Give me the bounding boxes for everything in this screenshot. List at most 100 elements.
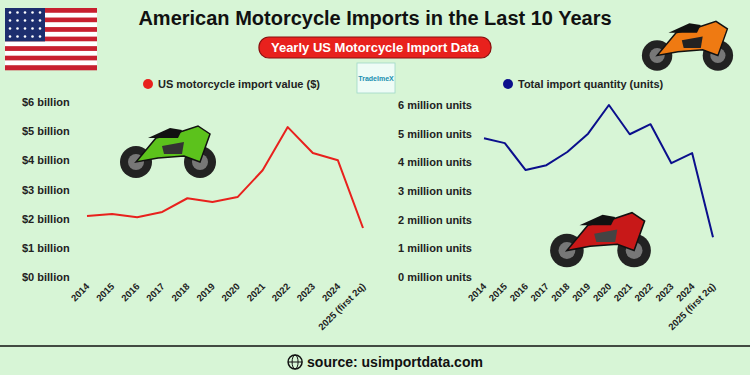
bike-body	[657, 21, 727, 55]
y-tick-label: $4 billion	[22, 154, 70, 166]
flag-star	[39, 27, 42, 30]
legend-label: US motorcycle import value ($)	[158, 78, 320, 90]
subtitle-badge: Yearly US Motorcycle Import Data	[259, 37, 491, 58]
flag-star	[24, 27, 27, 30]
x-tick-label: 2022	[632, 281, 655, 304]
x-tick-label: 2018	[169, 281, 192, 304]
flag-star	[16, 11, 19, 14]
x-tick-label: 2025 (first 2q)	[316, 281, 367, 332]
flag-star	[31, 35, 34, 38]
flag-stripe	[5, 60, 97, 65]
source: source: usimportdata.com	[307, 354, 483, 370]
motorcycle-illustration	[642, 21, 733, 70]
flag-star	[39, 19, 42, 22]
flag-star	[24, 19, 27, 22]
flag-star	[24, 11, 27, 14]
x-tick-label: 2023	[653, 281, 676, 304]
legend: US motorcycle import value ($)	[143, 78, 320, 90]
flag-star	[9, 35, 12, 38]
y-tick-label: $0 billion	[22, 271, 70, 283]
globe-outline	[288, 355, 302, 369]
plot-area	[87, 127, 363, 228]
y-tick-label: 1 million units	[398, 242, 472, 254]
chart-root: American Motorcycle Imports in the Last …	[0, 0, 750, 375]
y-tick-label: $3 billion	[22, 184, 70, 196]
flag-star	[16, 35, 19, 38]
x-tick-label: 2021	[244, 280, 267, 303]
motorcycle-illustration	[550, 213, 651, 268]
y-tick-label: $6 billion	[22, 96, 70, 108]
series-line	[484, 105, 713, 237]
flag-star	[9, 11, 12, 14]
x-tick-label: 2014	[69, 280, 92, 303]
y-tick-label: 2 million units	[398, 214, 472, 226]
bike-body	[567, 213, 645, 251]
flag-stripe	[5, 46, 97, 51]
logo: TradeImeX	[358, 75, 394, 82]
background	[0, 0, 750, 375]
flag-stripe	[5, 56, 97, 61]
bike-engine	[682, 37, 703, 48]
page: {"header": {"title": "American Motorcycl…	[0, 0, 750, 375]
logo-box	[357, 63, 395, 93]
y-tick-label: $2 billion	[22, 213, 70, 225]
flag-stripe	[5, 41, 97, 46]
flag-star	[9, 19, 12, 22]
motorcycle-illustration	[120, 126, 216, 178]
x-tick-label: 2017	[144, 281, 167, 304]
chart: $0 billion $1 billion $2 billion $3 billion…	[22, 78, 367, 332]
bike-seat	[669, 23, 701, 33]
y-tick-label: 6 million units	[398, 99, 472, 111]
flag-star	[16, 19, 19, 22]
legend: Total import quantity (units)	[503, 78, 664, 90]
x-tick-label: 2015	[94, 280, 117, 303]
x-tick-label: 2020	[219, 281, 242, 304]
x-tick-label: 2018	[549, 281, 572, 304]
flag-canton	[5, 8, 45, 41]
flag-star	[31, 11, 34, 14]
bike-seat	[148, 128, 182, 138]
x-tick-label: 2016	[507, 281, 530, 304]
x-tick-label: 2025 (first 2q)	[666, 281, 717, 332]
flag-star	[16, 27, 19, 30]
bike-seat	[580, 215, 616, 226]
flag-star	[31, 19, 34, 22]
flag-star	[31, 27, 34, 30]
x-tick-label: 2023	[295, 281, 318, 304]
y-tick-label: 5 million units	[398, 128, 472, 140]
x-tick-label: 2017	[528, 281, 551, 304]
x-tick-label: 2016	[119, 281, 142, 304]
flag-star	[9, 27, 12, 30]
flag-stripe	[5, 51, 97, 56]
x-tick-label: 2021	[611, 280, 634, 303]
divider	[0, 345, 750, 347]
subtitle-pill	[259, 37, 491, 58]
y-tick-label: 3 million units	[398, 185, 472, 197]
legend-swatch	[143, 79, 153, 89]
globe-icon	[288, 355, 302, 369]
chart: 0 million units1 million units2 million …	[398, 78, 717, 332]
flag-star	[39, 35, 42, 38]
legend-label: Total import quantity (units)	[518, 78, 664, 90]
flag-star	[39, 11, 42, 14]
bike-engine	[594, 230, 617, 243]
globe-equator	[288, 362, 302, 363]
flag-illustration	[5, 8, 97, 70]
flag-stripe	[5, 65, 97, 70]
x-tick-label: 2022	[269, 281, 292, 304]
bike-engine	[162, 142, 184, 154]
y-tick-label: $5 billion	[22, 125, 70, 137]
flag-star	[24, 35, 27, 38]
subtitle: Yearly US Motorcycle Import Data	[271, 40, 480, 55]
bike-body	[136, 126, 210, 162]
title: American Motorcycle Imports in the Last …	[138, 7, 611, 29]
x-tick-label: 2019	[194, 281, 217, 304]
legend-swatch	[503, 79, 513, 89]
series-line	[87, 127, 363, 228]
y-tick-label: $1 billion	[22, 242, 70, 254]
x-tick-label: 2019	[570, 281, 593, 304]
x-tick-label: 2015	[487, 280, 510, 303]
x-tick-label: 2014	[466, 280, 489, 303]
plot-area	[484, 105, 713, 237]
x-tick-label: 2020	[591, 281, 614, 304]
